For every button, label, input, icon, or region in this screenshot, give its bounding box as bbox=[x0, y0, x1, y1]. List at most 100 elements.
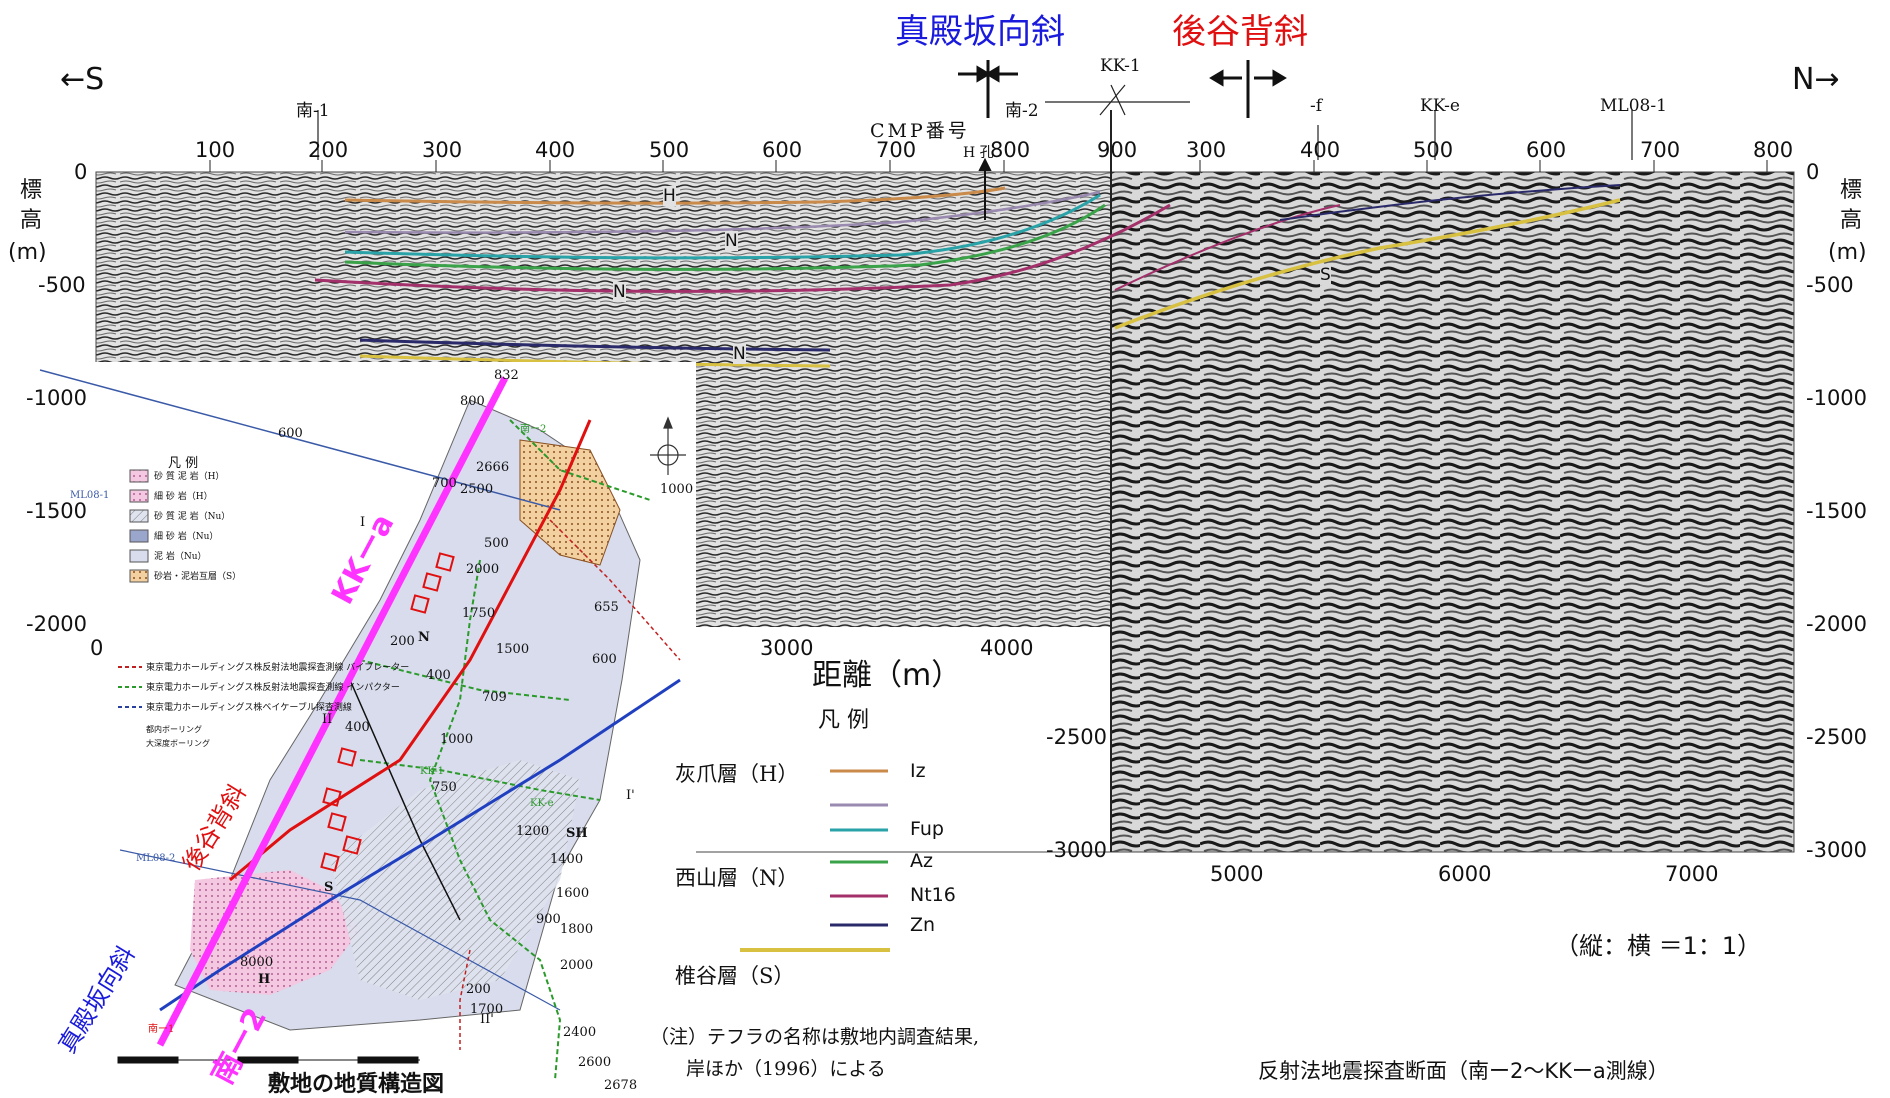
legend-note-line1: （注）テフラの名称は敷地内調査結果, bbox=[650, 1026, 980, 1048]
horizon-label-N-1: N bbox=[725, 231, 738, 251]
seismic-section-right bbox=[1110, 172, 1794, 852]
map-legend-row-1: 砂 質 泥 岩（H） bbox=[154, 472, 225, 482]
map-point-I-prime: I' bbox=[626, 788, 635, 803]
horizon-H-gray bbox=[344, 190, 1101, 234]
dist-tick-5000: 5000 bbox=[1210, 862, 1264, 886]
legend-code-Iz: Iz bbox=[910, 760, 926, 782]
map-kk-a-line bbox=[156, 376, 509, 1047]
horizon-Fup bbox=[344, 193, 1101, 260]
map-north-arrow bbox=[650, 416, 686, 475]
elev-tick-left-500: -500 bbox=[38, 273, 86, 297]
map-num-8000: 8000 bbox=[240, 955, 274, 970]
elev-tick-right-3000: -3000 bbox=[1806, 838, 1868, 862]
map-num-1400: 1400 bbox=[550, 852, 584, 867]
map-num-400: 400 bbox=[426, 668, 451, 683]
cmp-tick-r800: 800 bbox=[1753, 138, 1794, 162]
anticline-title: 後谷背斜 bbox=[1172, 12, 1308, 52]
cmp-tick-r700: 700 bbox=[1640, 138, 1681, 162]
elev-tick-left-0: 0 bbox=[74, 160, 88, 184]
map-legend-row-3: 砂 質 泥 岩（Nu） bbox=[154, 512, 231, 522]
map-black-profile-line bbox=[349, 679, 461, 921]
dist-tick-4000: 4000 bbox=[980, 636, 1034, 660]
map-line-ml08-1: ML08-1 bbox=[70, 490, 110, 501]
cmp-tick-700: 700 bbox=[876, 138, 917, 162]
map-red-squares bbox=[320, 552, 455, 872]
elev-tick-right-1000: -1000 bbox=[1806, 386, 1868, 410]
map-num-400b: 400 bbox=[345, 720, 370, 735]
map-green-line-4 bbox=[359, 759, 601, 801]
cmp-tick-r600: 600 bbox=[1526, 138, 1567, 162]
map-num-900: 900 bbox=[536, 912, 561, 927]
elev-tick-right-0: 0 bbox=[1806, 160, 1820, 184]
elev-tick-left-2000: -2000 bbox=[26, 612, 88, 636]
line-marker-ticks bbox=[317, 84, 1633, 160]
line-label-ml08-1: ML08-1 bbox=[1600, 96, 1667, 116]
line-label-kk-e: KK-e bbox=[1420, 96, 1460, 116]
map-legend-title: 凡 例 bbox=[168, 456, 199, 471]
map-num-1000b: 1000 bbox=[440, 732, 474, 747]
map-num-2000b: 2000 bbox=[560, 958, 594, 973]
map-point-I: I bbox=[360, 515, 366, 530]
cmp-tick-400: 400 bbox=[535, 138, 576, 162]
horizon-S bbox=[1114, 198, 1621, 330]
map-point-II-prime: II' bbox=[480, 1012, 494, 1027]
map-point-S: S bbox=[324, 880, 334, 895]
map-num-2000: 2000 bbox=[466, 562, 500, 577]
horizon-Zn bbox=[359, 338, 831, 352]
map-line-bay-cable bbox=[39, 369, 561, 511]
legend-formation-N: 西山層（N） bbox=[675, 866, 799, 890]
map-line-minami-1: 南ー1 bbox=[148, 1024, 175, 1035]
map-caption: 敷地の地質構造図 bbox=[268, 1072, 445, 1097]
cmp-tick-900: 900 bbox=[1097, 138, 1138, 162]
horizon-Zn-right bbox=[1279, 184, 1621, 221]
map-legend-line-2: 東京電力ホールディングス株反射法地震探査測線 インパクター bbox=[146, 683, 400, 693]
horizon-label-N-3: N bbox=[733, 344, 746, 364]
horizon-Nt16 bbox=[314, 203, 1171, 293]
horizon-label-H: H bbox=[663, 186, 676, 206]
map-num-1750: 1750 bbox=[462, 606, 496, 621]
elev-tick-mid-3000: -3000 bbox=[1046, 838, 1108, 862]
dist-tick-0: 0 bbox=[90, 636, 104, 660]
legend-formation-S: 椎谷層（S） bbox=[675, 964, 795, 988]
cmp-tick-200: 200 bbox=[308, 138, 349, 162]
elev-tick-right-500: -500 bbox=[1806, 273, 1854, 297]
elev-tick-right-2500: -2500 bbox=[1806, 725, 1868, 749]
elev-tick-left-1500: -1500 bbox=[26, 499, 88, 523]
legend-swatches bbox=[740, 769, 890, 952]
map-green-line-3 bbox=[359, 659, 571, 701]
map-legend-line-1: 東京電力ホールディングス株反射法地震探査測線 バイブレーター bbox=[146, 663, 410, 673]
map-num-600: 600 bbox=[278, 426, 303, 441]
map-num-200b: 200 bbox=[466, 982, 491, 997]
elev-tick-right-1500: -1500 bbox=[1806, 499, 1868, 523]
line-label-minami-1: 南-1 bbox=[296, 101, 330, 121]
syncline-marker bbox=[958, 60, 1018, 118]
elev-tick-mid-2500: -2500 bbox=[1046, 725, 1108, 749]
elev-label-left-1: 標 bbox=[20, 178, 43, 203]
map-num-1000: 1000 bbox=[660, 482, 694, 497]
dist-tick-3000: 3000 bbox=[760, 636, 814, 660]
map-num-2400: 2400 bbox=[563, 1025, 597, 1040]
map-red-survey-line-2 bbox=[459, 949, 471, 1050]
map-legend-row-6: 砂岩・泥岩互層（S） bbox=[154, 572, 242, 582]
map-num-800: 800 bbox=[460, 394, 485, 409]
map-num-2500: 2500 bbox=[460, 482, 494, 497]
map-legend-row-5: 泥 岩（Nu） bbox=[154, 552, 207, 562]
elev-tick-left-1000: -1000 bbox=[26, 386, 88, 410]
legend-code-Nt16: Nt16 bbox=[910, 884, 956, 906]
h-hole-marker bbox=[978, 157, 992, 220]
map-scale-bar bbox=[117, 1056, 420, 1064]
map-legend-line-3: 東京電力ホールディングス株ベイケーブル探査測線 bbox=[146, 703, 352, 713]
map-num-1600: 1600 bbox=[556, 886, 590, 901]
map-line-minami-2: 南ー2 bbox=[520, 424, 547, 435]
map-boring-2: 大深度ボーリング bbox=[146, 739, 210, 748]
horizon-Nt16-right bbox=[1114, 204, 1341, 291]
map-line-ml08-2: ML08-2 bbox=[136, 853, 176, 864]
map-num-709: 709 bbox=[482, 690, 507, 705]
horizon-Az bbox=[344, 203, 1106, 271]
map-num-1800: 1800 bbox=[560, 922, 594, 937]
dist-tick-7000: 7000 bbox=[1665, 862, 1719, 886]
map-line-ml08-2 bbox=[119, 849, 561, 1011]
map-point-II: II bbox=[322, 712, 333, 727]
map-num-1500: 1500 bbox=[496, 642, 530, 657]
anticline-marker bbox=[1209, 60, 1287, 118]
